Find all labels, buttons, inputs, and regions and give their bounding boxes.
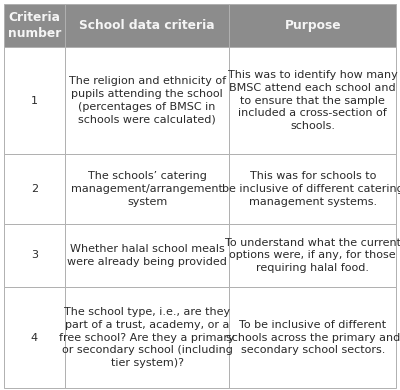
Bar: [4, 154, 65, 224]
Text: The schools’ catering
management/arrangement
system: The schools’ catering management/arrange…: [71, 171, 223, 207]
Bar: [4, 287, 65, 388]
Text: School data criteria: School data criteria: [79, 19, 215, 32]
Text: Criteria
number: Criteria number: [8, 11, 61, 40]
Bar: [230, 4, 396, 47]
Bar: [4, 47, 65, 154]
Bar: [4, 224, 65, 287]
Bar: [230, 154, 396, 224]
Text: This was for schools to
be inclusive of different catering
management systems.: This was for schools to be inclusive of …: [222, 171, 400, 207]
Text: To be inclusive of different
schools across the primary and
secondary school sec: To be inclusive of different schools acr…: [226, 320, 400, 355]
Text: 1: 1: [31, 96, 38, 106]
Bar: [230, 47, 396, 154]
Bar: [4, 4, 65, 47]
Text: 2: 2: [31, 184, 38, 194]
Text: The school type, i.e., are they
part of a trust, academy, or a
free school? Are : The school type, i.e., are they part of …: [59, 307, 235, 368]
Text: 4: 4: [31, 333, 38, 342]
Bar: [65, 47, 230, 154]
Bar: [65, 224, 230, 287]
Text: Whether halal school meals
were already being provided: Whether halal school meals were already …: [67, 244, 227, 267]
Text: 3: 3: [31, 250, 38, 261]
Text: This was to identify how many
BMSC attend each school and
to ensure that the sam: This was to identify how many BMSC atten…: [228, 70, 398, 131]
Text: The religion and ethnicity of
pupils attending the school
(percentages of BMSC i: The religion and ethnicity of pupils att…: [68, 76, 226, 125]
Bar: [65, 287, 230, 388]
Text: To understand what the current
options were, if any, for those
requiring halal f: To understand what the current options w…: [225, 238, 400, 273]
Bar: [65, 4, 230, 47]
Bar: [65, 154, 230, 224]
Bar: [230, 287, 396, 388]
Bar: [230, 224, 396, 287]
Text: Purpose: Purpose: [284, 19, 341, 32]
